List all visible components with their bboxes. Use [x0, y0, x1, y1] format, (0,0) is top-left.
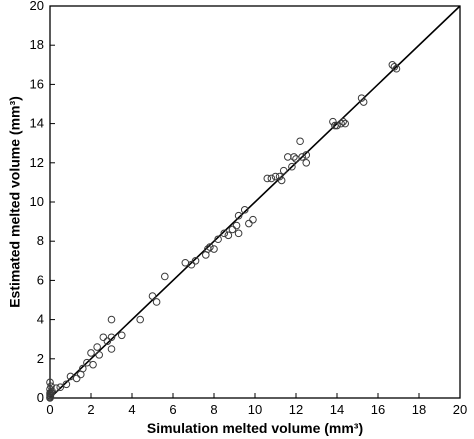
x-tick-label: 18: [412, 402, 426, 417]
data-point: [62, 380, 71, 389]
data-point: [392, 64, 401, 73]
data-point: [87, 349, 95, 357]
data-point: [277, 176, 286, 185]
data-point: [290, 153, 298, 161]
data-point: [341, 119, 350, 128]
data-point: [271, 172, 280, 181]
data-point: [359, 98, 368, 106]
data-point: [210, 245, 218, 253]
data-point: [47, 382, 55, 391]
data-point: [107, 345, 116, 353]
data-point: [72, 374, 81, 383]
data-point: [245, 219, 253, 228]
data-point: [302, 159, 311, 167]
data-point: [52, 384, 60, 393]
data-point: [187, 260, 196, 269]
y-tick-label: 6: [37, 272, 44, 287]
x-tick-label: 10: [248, 402, 262, 417]
x-tick-label: 6: [169, 402, 176, 417]
data-point: [279, 166, 288, 175]
data-point: [79, 364, 87, 373]
data-point: [296, 137, 304, 146]
x-tick-label: 12: [289, 402, 303, 417]
data-point: [148, 292, 157, 300]
y-tick-label: 2: [37, 351, 44, 366]
x-tick-label: 20: [453, 402, 467, 417]
x-tick-label: 14: [330, 402, 344, 417]
data-point: [302, 151, 311, 159]
data-point: [136, 315, 144, 324]
y-tick-label: 10: [30, 194, 44, 209]
data-point: [333, 121, 341, 130]
data-point: [337, 119, 345, 128]
data-point: [357, 94, 366, 102]
x-tick-label: 16: [371, 402, 385, 417]
data-point: [107, 333, 116, 342]
x-tick-label: 4: [128, 402, 135, 417]
y-tick-label: 8: [37, 233, 44, 248]
reference-line-y-equals-x: [49, 5, 461, 399]
y-tick-labels: 0 2 4 6 8 10 12 14 16 18 20: [30, 0, 44, 405]
x-tick-labels: 0 2 4 6 8 10 12 14 16 18 20: [46, 402, 467, 417]
data-point: [214, 235, 222, 244]
y-tick-label: 14: [30, 116, 44, 131]
data-point: [56, 383, 65, 392]
data-point: [249, 215, 257, 224]
x-tick-label: 2: [87, 402, 94, 417]
data-point: [263, 174, 272, 183]
data-point: [234, 211, 243, 220]
y-tick-label: 16: [30, 76, 44, 91]
data-point: [152, 298, 161, 306]
data-point: [95, 351, 103, 359]
data-points: [46, 61, 401, 402]
plot-area: [46, 5, 461, 402]
data-point: [206, 243, 214, 251]
data-point: [99, 333, 108, 342]
data-point: [298, 153, 306, 161]
data-point: [103, 337, 112, 345]
data-point: [191, 257, 200, 265]
data-point: [181, 258, 190, 267]
x-axis-title: Simulation melted volume (mm³): [147, 420, 363, 436]
data-point: [46, 378, 54, 387]
data-point: [388, 61, 397, 69]
y-tick-label: 0: [37, 390, 44, 405]
data-point: [234, 229, 243, 238]
y-tick-label: 18: [30, 37, 44, 52]
data-point: [329, 117, 337, 126]
data-point: [240, 206, 249, 214]
data-point: [390, 62, 399, 71]
data-point: [339, 117, 347, 126]
data-point: [93, 343, 101, 351]
data-point: [288, 162, 296, 171]
y-axis-title: Estimated melted volume (mm³): [7, 96, 23, 308]
x-tick-label: 8: [210, 402, 217, 417]
y-tick-label: 4: [37, 312, 44, 327]
data-point: [161, 272, 169, 281]
data-point: [89, 360, 97, 369]
data-point: [284, 153, 292, 161]
data-point: [117, 331, 126, 340]
data-point: [107, 315, 116, 324]
x-tick-label: 0: [46, 402, 53, 417]
data-point: [232, 221, 241, 230]
data-point: [224, 231, 233, 240]
y-tick-label: 12: [30, 155, 44, 170]
data-point: [220, 229, 229, 238]
y-tick-label: 20: [30, 0, 44, 13]
data-point: [275, 172, 284, 181]
data-point: [228, 225, 237, 234]
data-point: [267, 174, 276, 183]
